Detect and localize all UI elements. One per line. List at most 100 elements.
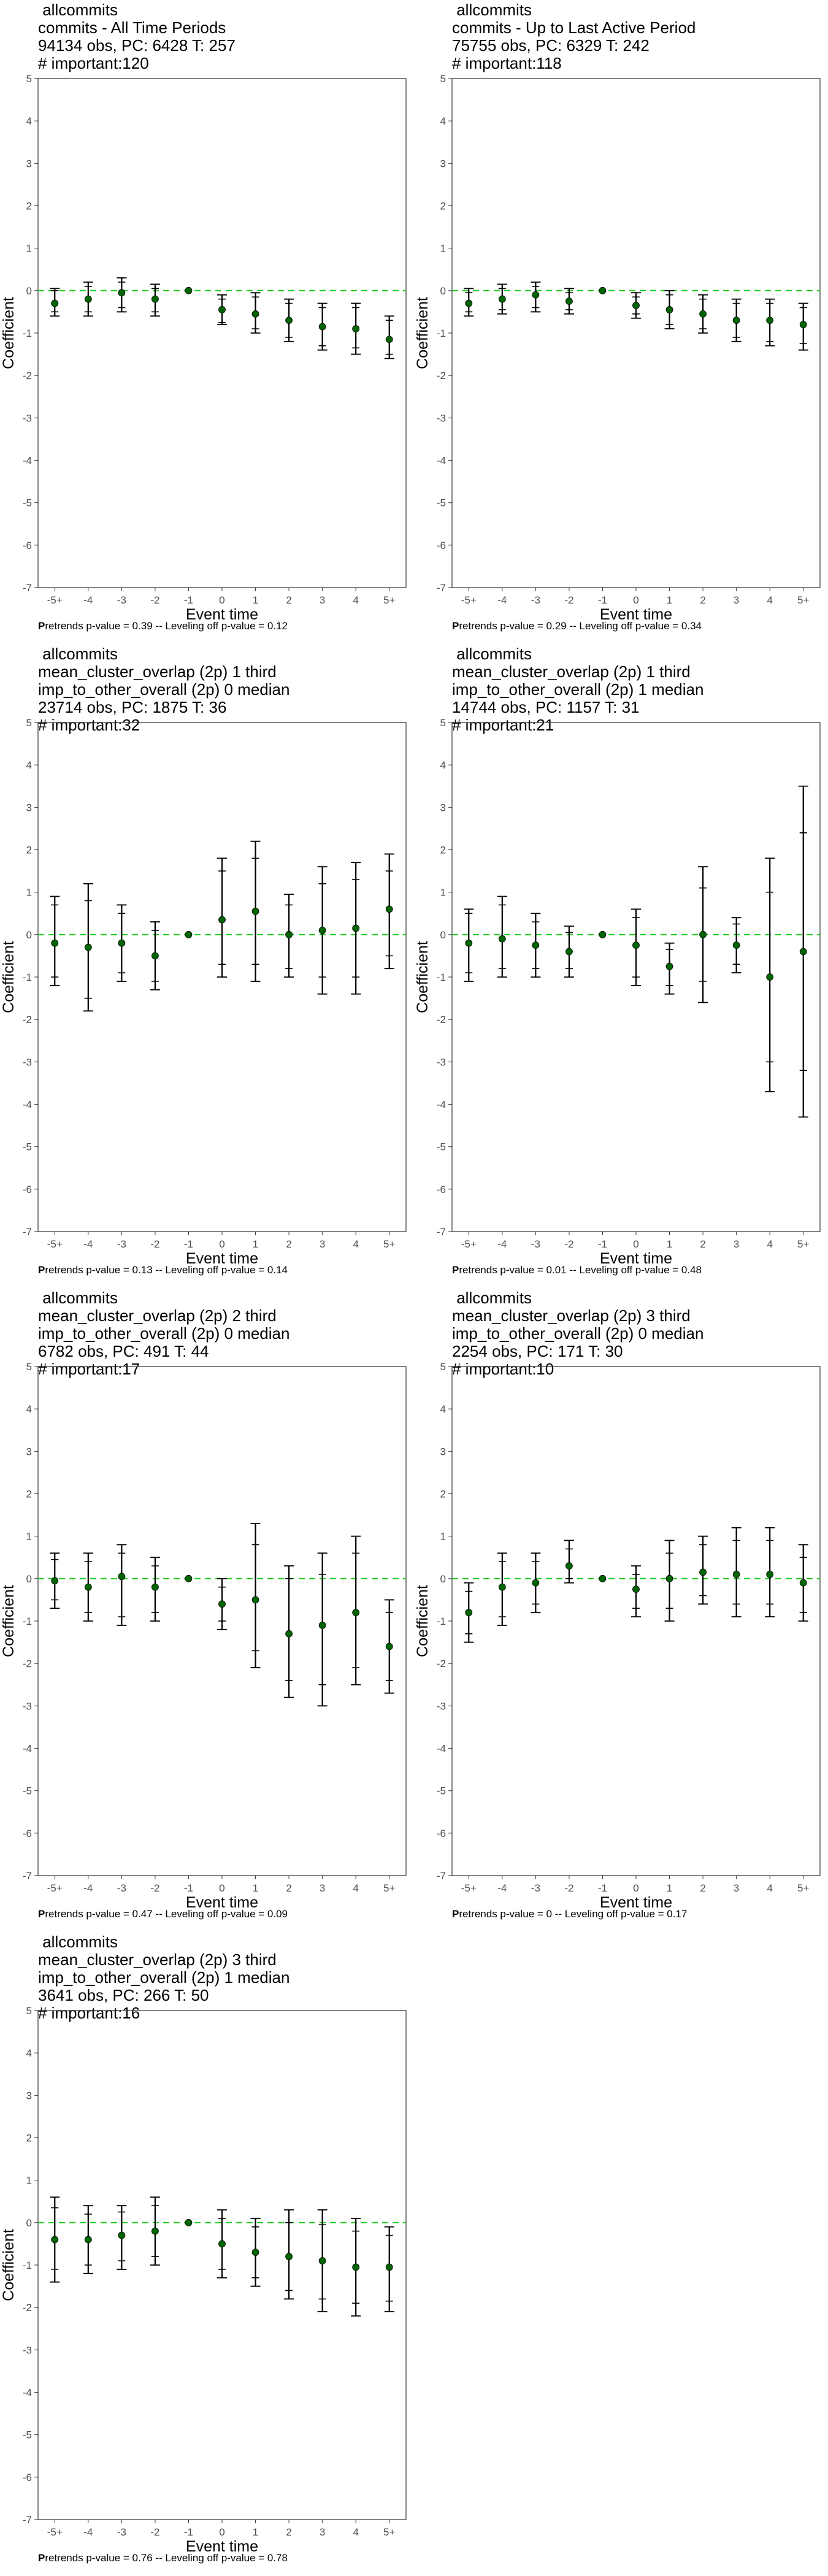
y-tick-label: 2 (440, 1489, 446, 1500)
y-tick-label: 5 (440, 717, 446, 729)
chart-title: allcommits commits - All Time Periods 9413… (38, 1, 236, 72)
y-tick-label: -3 (23, 412, 32, 424)
pvalue-note-initial: P (452, 620, 459, 632)
event-study-plot: 5 4 3 2 1 0 -1 -2 -3 -4 -5 -6 -7 -5+ -4 -3 -2 -1 0 1 2 3 4 5+ Ev… (0, 2005, 407, 2555)
chart-panel: allcommits commits - All Time Periods 9413… (0, 0, 414, 644)
coefficient-point (699, 930, 707, 938)
x-axis-label: Event time (186, 1894, 258, 1911)
event-study-plot: 5 4 3 2 1 0 -1 -2 -3 -4 -5 -6 -7 -5+ -4 -3 -2 -1 0 1 2 3 4 5+ Ev… (414, 73, 821, 623)
coefficient-point (84, 1583, 92, 1591)
chart-title-line: imp_to_other_overall (2p) 1 median (38, 1968, 290, 1987)
coefficient-point (51, 1577, 59, 1585)
y-tick-label: 0 (26, 285, 32, 297)
x-tick-label: -2 (564, 1882, 573, 1894)
x-axis-label: Event time (186, 606, 258, 623)
y-tick-label: 0 (26, 929, 32, 941)
coefficient-point (352, 325, 360, 332)
y-axis-label: Coefficient (414, 1585, 431, 1657)
coefficient-point (799, 321, 807, 329)
x-tick-label: -1 (598, 1238, 607, 1250)
coefficient-point (465, 1609, 473, 1617)
x-tick-label: -2 (150, 1882, 159, 1894)
x-tick-label: -4 (83, 1238, 93, 1250)
coefficient-point (565, 1562, 573, 1570)
x-tick-label: -3 (117, 1238, 126, 1250)
pvalue-note: Pretrends p-value = 0 -- Leveling off p-… (452, 1908, 687, 1920)
coefficient-point (732, 316, 740, 324)
y-tick-label: -4 (23, 2387, 32, 2399)
chart-title: allcommits mean_cluster_overlap (2p) 1 th… (452, 645, 703, 734)
event-study-plot: 5 4 3 2 1 0 -1 -2 -3 -4 -5 -6 -7 -5+ -4 -3 -2 -1 0 1 2 3 4 5+ Ev… (0, 73, 407, 623)
coefficient-point (352, 2263, 360, 2271)
coefficient-point (84, 2236, 92, 2244)
x-tick-label: -2 (564, 1238, 573, 1250)
chart-title-line: imp_to_other_overall (2p) 0 median (38, 680, 290, 699)
pvalue-note: Pretrends p-value = 0.29 -- Leveling off… (452, 620, 702, 632)
chart-panel: allcommits commits - Up to Last Active Pe… (414, 0, 828, 644)
coefficient-point (318, 323, 326, 331)
coefficient-point (732, 941, 740, 949)
event-study-plot: 5 4 3 2 1 0 -1 -2 -3 -4 -5 -6 -7 -5+ -4 -3 -2 -1 0 1 2 3 4 5+ Ev… (0, 1361, 407, 1911)
y-tick-label: 2 (26, 2133, 32, 2144)
chart-title-line: commits - All Time Periods (38, 18, 226, 37)
x-tick-label: 0 (219, 594, 224, 606)
event-study-plot: 5 4 3 2 1 0 -1 -2 -3 -4 -5 -6 -7 -5+ -4 -3 -2 -1 0 1 2 3 4 5+ Ev… (414, 1361, 821, 1911)
x-tick-label: -5+ (461, 1238, 477, 1250)
chart-title-line: # important:32 (38, 716, 140, 734)
coefficient-point (251, 907, 259, 915)
coefficient-point (118, 289, 126, 297)
coefficient-point (766, 316, 774, 324)
coefficient-point (732, 1571, 740, 1578)
chart-title: allcommits mean_cluster_overlap (2p) 1 th… (38, 645, 289, 734)
chart-title-line: imp_to_other_overall (2p) 1 median (452, 680, 704, 699)
y-axis-label: Coefficient (0, 2229, 17, 2301)
coefficient-point (185, 286, 193, 294)
chart-title-line: # important:10 (452, 1360, 554, 1378)
chart-panel: allcommits mean_cluster_overlap (2p) 1 th… (0, 644, 414, 1288)
y-tick-label: -3 (23, 1700, 32, 1712)
y-tick-label: -5 (23, 2429, 32, 2441)
coefficient-point (632, 302, 640, 309)
coefficient-point (118, 1573, 126, 1581)
x-tick-label: 3 (320, 594, 325, 606)
x-tick-label: -5+ (47, 1882, 63, 1894)
coefficient-point (185, 930, 193, 938)
x-tick-label: 2 (700, 1882, 705, 1894)
coefficient-point (251, 2248, 259, 2256)
coefficient-point (799, 1579, 807, 1587)
y-tick-label: 4 (26, 2047, 32, 2059)
x-axis-label: Event time (600, 606, 672, 623)
x-tick-label: -3 (531, 1238, 540, 1250)
coefficient-point (599, 286, 607, 294)
coefficient-point (385, 335, 393, 343)
y-tick-label: -4 (23, 1099, 32, 1111)
x-tick-label: -3 (117, 1882, 126, 1894)
pvalue-note-text: retrends p-value = 0 -- Leveling off p-v… (459, 1908, 688, 1920)
coefficient-point (465, 939, 473, 947)
pvalue-note-text: retrends p-value = 0.01 -- Leveling off … (459, 1264, 702, 1276)
y-tick-label: 5 (440, 1361, 446, 1373)
coefficient-point (318, 927, 326, 934)
coefficient-point (318, 2257, 326, 2264)
x-tick-label: -5+ (47, 2526, 63, 2538)
y-tick-label: 3 (440, 1446, 446, 1457)
chart-title-line: commits - Up to Last Active Period (452, 18, 696, 37)
x-tick-label: 0 (633, 1882, 638, 1894)
coefficient-point (385, 905, 393, 913)
y-tick-label: 0 (440, 285, 446, 297)
y-tick-label: -3 (23, 2344, 32, 2356)
x-tick-label: -4 (83, 2526, 93, 2538)
y-tick-label: -1 (437, 328, 446, 339)
coefficient-point (799, 948, 807, 956)
x-tick-label: 5+ (383, 2526, 395, 2538)
x-tick-label: 4 (767, 1238, 772, 1250)
x-tick-label: 3 (734, 1882, 739, 1894)
y-tick-label: -2 (23, 2302, 32, 2313)
x-tick-label: 2 (286, 1238, 291, 1250)
y-tick-label: -3 (437, 1700, 446, 1712)
y-tick-label: -1 (23, 1616, 32, 1627)
chart-title-line: # important:120 (38, 54, 149, 72)
x-tick-label: -5+ (47, 1238, 63, 1250)
x-tick-label: 1 (253, 1882, 258, 1894)
y-tick-label: 1 (440, 887, 446, 899)
